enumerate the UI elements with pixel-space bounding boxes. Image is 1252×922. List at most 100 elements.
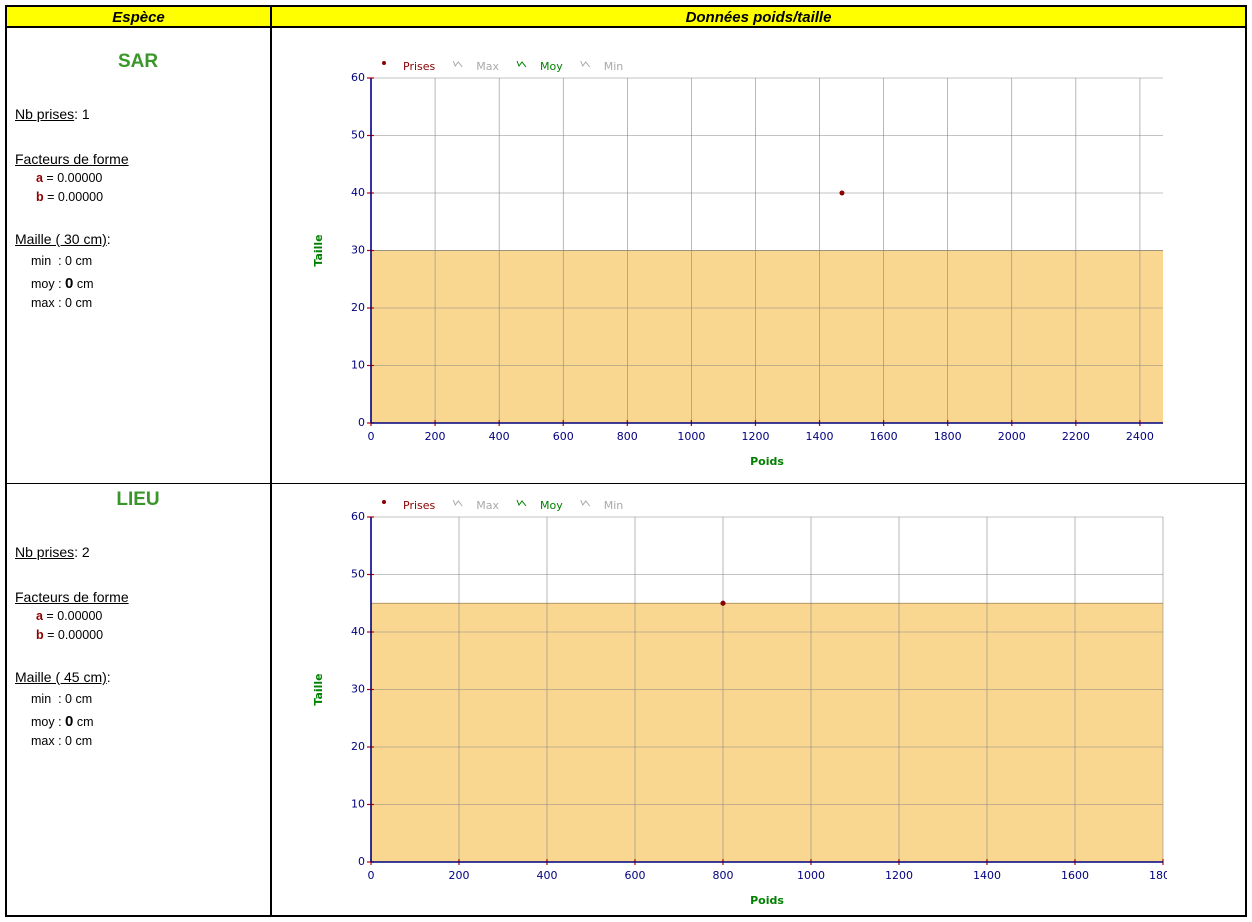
y-tick-label: 60 — [351, 510, 365, 523]
legend-label: Max — [476, 499, 499, 512]
legend-marker — [516, 60, 527, 68]
form-label: Facteurs de forme — [15, 589, 129, 605]
y-tick-label: 50 — [351, 568, 365, 581]
x-tick-label: 200 — [449, 869, 470, 882]
mesh-max: max : 0 cm — [31, 296, 93, 310]
count-label: Nb prises — [15, 106, 75, 122]
moy-label: moy : — [31, 715, 66, 729]
moy-value: 0 — [65, 275, 74, 292]
x-tick-label: 0 — [368, 869, 375, 882]
species-name: SAR — [117, 51, 159, 72]
factor-a: a = 0.00000 — [36, 609, 102, 623]
mesh-min: min : 0 cm — [31, 692, 93, 706]
x-tick-label: 600 — [553, 430, 574, 443]
x-tick-label: 1800 — [934, 430, 962, 443]
x-tick-label: 2400 — [1126, 430, 1154, 443]
x-tick-label: 2200 — [1062, 430, 1090, 443]
y-tick-label: 40 — [351, 625, 365, 638]
x-tick-label: 600 — [625, 869, 646, 882]
x-tick-label: 1200 — [885, 869, 913, 882]
y-tick-label: 30 — [351, 244, 365, 257]
y-tick-label: 20 — [351, 740, 365, 753]
y-tick-label: 10 — [351, 798, 365, 811]
y-tick-label: 60 — [351, 71, 365, 84]
x-tick-label: 1000 — [797, 869, 825, 882]
form-label: Facteurs de forme — [15, 151, 129, 167]
legend-label: Prises — [403, 499, 436, 512]
mesh-moy: moy : 0 cm — [31, 275, 94, 292]
mesh-max: max : 0 cm — [31, 734, 93, 748]
mesh-line: Maille ( 45 cm): — [15, 669, 111, 685]
factor-b: b = 0.00000 — [36, 190, 103, 204]
mesh-colon: : — [106, 231, 111, 247]
count: : 1 — [74, 106, 90, 122]
mesh-band — [371, 250, 1163, 423]
x-tick-label: 1400 — [806, 430, 834, 443]
count-line: Nb prises: 1 — [15, 106, 90, 122]
mesh-band — [371, 603, 1163, 862]
y-tick-label: 10 — [351, 359, 365, 372]
legend-label: Moy — [540, 499, 563, 512]
moy-unit: cm — [73, 277, 94, 291]
x-tick-label: 1600 — [1061, 869, 1089, 882]
count-label: Nb prises — [15, 544, 75, 560]
legend-label: Moy — [540, 60, 563, 73]
x-tick-label: 0 — [368, 430, 375, 443]
y-tick-label: 50 — [351, 129, 365, 142]
x-tick-label: 800 — [713, 869, 734, 882]
x-tick-label: 800 — [617, 430, 638, 443]
species-cell — [5, 483, 272, 917]
legend-label: Prises — [403, 60, 436, 73]
y-tick-label: 20 — [351, 301, 365, 314]
x-tick-label: 1000 — [677, 430, 705, 443]
factor-value: = 0.00000 — [43, 190, 104, 204]
moy-unit: cm — [73, 715, 94, 729]
factor-a: a = 0.00000 — [36, 171, 102, 185]
mesh-min: min : 0 cm — [31, 254, 93, 268]
legend-marker — [580, 60, 591, 68]
y-tick-label: 0 — [358, 416, 365, 429]
mesh-colon: : — [106, 669, 111, 685]
y-axis-label: Taille — [312, 234, 325, 266]
y-tick-label: 30 — [351, 683, 365, 696]
mesh-moy: moy : 0 cm — [31, 713, 94, 730]
data-point — [839, 190, 845, 196]
legend-marker — [452, 60, 463, 68]
x-tick-label: 1200 — [741, 430, 769, 443]
count: : 2 — [74, 544, 90, 560]
moy-label: moy : — [31, 277, 66, 291]
legend-label: Max — [476, 60, 499, 73]
x-tick-label: 2000 — [998, 430, 1026, 443]
legend-label: Min — [604, 60, 624, 73]
x-tick-label: 400 — [489, 430, 510, 443]
legend-marker — [382, 61, 386, 65]
mesh-label: Maille ( 30 cm) — [15, 231, 107, 247]
y-tick-label: 40 — [351, 186, 365, 199]
legend-marker — [452, 499, 463, 507]
moy-value: 0 — [65, 713, 74, 730]
legend-label: Min — [604, 499, 624, 512]
factor-label: b — [36, 628, 44, 642]
y-axis-label: Taille — [312, 673, 325, 705]
data-point — [720, 600, 726, 606]
x-tick-label: 400 — [537, 869, 558, 882]
x-tick-label: 1600 — [870, 430, 898, 443]
factor-b: b = 0.00000 — [36, 628, 103, 642]
factor-label: a — [36, 609, 43, 623]
count-line: Nb prises: 2 — [15, 544, 90, 560]
factor-label: b — [36, 190, 44, 204]
factor-value: = 0.00000 — [42, 609, 103, 623]
mesh-label: Maille ( 45 cm) — [15, 669, 107, 685]
y-tick-label: 0 — [358, 855, 365, 868]
factor-value: = 0.00000 — [42, 171, 103, 185]
species-name: LIEU — [116, 489, 160, 510]
factor-value: = 0.00000 — [43, 628, 104, 642]
x-tick-label: 1800 — [1149, 869, 1177, 882]
chart-cell — [270, 483, 1247, 917]
x-tick-label: 1400 — [973, 869, 1001, 882]
mesh-line: Maille ( 30 cm): — [15, 231, 111, 247]
x-axis-label: Poids — [750, 455, 784, 468]
x-tick-label: 200 — [425, 430, 446, 443]
